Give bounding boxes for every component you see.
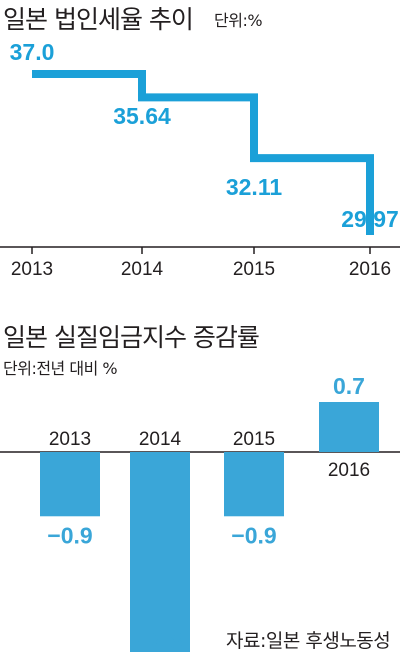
chart2-data-label: 0.7 bbox=[333, 373, 365, 399]
chart2-unit: 단위:전년 대비 % bbox=[3, 359, 118, 378]
chart1-data-label: 29.97 bbox=[341, 206, 399, 232]
chart2-category-label: 2015 bbox=[233, 429, 275, 450]
chart2-data-label: −0.9 bbox=[231, 522, 276, 548]
source-note: 자료:일본 후생노동성 bbox=[226, 630, 391, 652]
chart2-category-label: 2016 bbox=[328, 460, 370, 481]
chart1-title: 일본 법인세율 추이 bbox=[3, 5, 194, 34]
chart1-data-label: 32.11 bbox=[226, 174, 282, 200]
chart1-x-tick-label: 2015 bbox=[233, 259, 275, 280]
chart2-title: 일본 실질임금지수 증감률 bbox=[3, 323, 260, 352]
chart1-unit: 단위:% bbox=[214, 11, 263, 30]
chart1-data-label: 35.64 bbox=[113, 103, 171, 129]
chart1-x-tick-label: 2014 bbox=[121, 259, 164, 280]
chart1-x-tick-label: 2016 bbox=[349, 259, 391, 280]
chart1-data-label: 37.0 bbox=[10, 39, 55, 65]
chart2-bar bbox=[40, 452, 100, 517]
chart2-category-label: 2014 bbox=[139, 429, 182, 450]
chart1-series-line bbox=[32, 70, 374, 235]
chart2-bar bbox=[224, 452, 284, 517]
chart2-bar bbox=[130, 452, 190, 652]
chart2-bar bbox=[319, 402, 379, 452]
chart2-category-label: 2013 bbox=[49, 429, 91, 450]
chart2-data-label: −2.8 bbox=[137, 627, 183, 653]
chart1-x-tick-label: 2013 bbox=[11, 259, 53, 280]
chart2-data-label: −0.9 bbox=[47, 522, 92, 548]
